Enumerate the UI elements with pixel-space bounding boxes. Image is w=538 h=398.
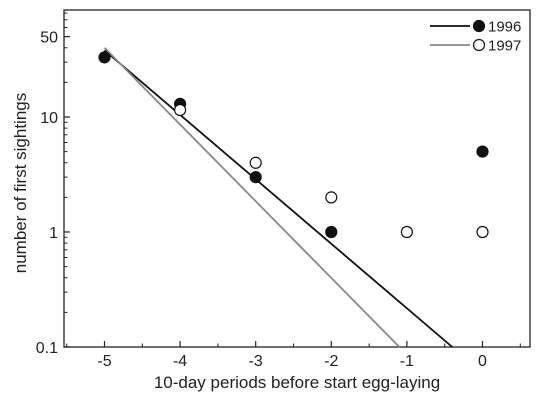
x-tick-label: -4 [173,353,187,370]
legend-marker-1996 [474,21,485,32]
x-tick-label: -3 [249,353,263,370]
y-tick-label: 50 [40,30,58,47]
point-1996 [477,146,488,157]
fit-line-1997 [105,48,400,347]
legend-label-1997: 1997 [488,38,521,55]
point-1997 [175,105,186,116]
point-1997 [250,157,261,168]
y-axis-label: number of first sightings [11,93,30,273]
x-tick-label: -1 [400,353,414,370]
x-tick-label: -5 [97,353,111,370]
legend: 1996 1997 [430,19,521,55]
point-1997 [477,227,488,238]
point-1997 [326,192,337,203]
x-axis-ticks: -5 -4 -3 -2 -1 0 [67,341,521,370]
y-tick-label: 1 [49,225,58,242]
point-1996 [250,172,261,183]
fit-line-1996 [105,50,453,347]
y-tick-label: 10 [40,110,58,127]
plot-frame [64,10,530,347]
point-1996 [99,52,110,63]
point-1997 [401,227,412,238]
fit-lines [105,48,453,347]
x-tick-label: 0 [478,353,487,370]
x-tick-label: -2 [324,353,338,370]
point-1996 [326,227,337,238]
y-axis-ticks: 0.1 1 10 50 [36,13,70,357]
legend-marker-1997 [474,40,485,51]
data-points [99,52,488,238]
x-axis-label: 10-day periods before start egg-laying [154,373,440,392]
legend-label-1996: 1996 [488,19,521,36]
y-tick-label: 0.1 [36,340,58,357]
